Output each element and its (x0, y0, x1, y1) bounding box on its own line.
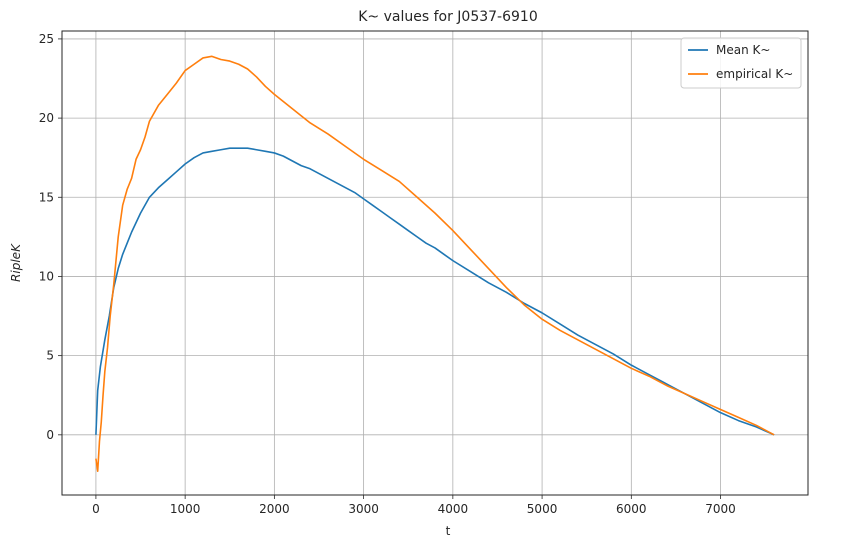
legend-label-empirical: empirical K~ (716, 67, 793, 81)
x-tick-label: 6000 (616, 502, 647, 516)
y-tick-label: 15 (39, 190, 54, 204)
legend-box (680, 37, 802, 89)
x-tick-label: 3000 (348, 502, 379, 516)
x-axis: 0 1000 2000 3000 4000 5000 6000 7000 (92, 495, 736, 516)
series-mean-line (95, 147, 775, 436)
legend-label-mean: Mean K~ (716, 43, 770, 57)
y-tick-label: 0 (46, 428, 54, 442)
y-tick-label: 5 (46, 349, 54, 363)
x-tick-label: 7000 (705, 502, 736, 516)
x-tick-label: 5000 (527, 502, 558, 516)
grid (62, 31, 808, 495)
plot-frame (61, 30, 809, 496)
x-axis-label: t (446, 524, 451, 538)
legend: Mean K~ empirical K~ (680, 37, 802, 89)
x-tick-label: 2000 (259, 502, 290, 516)
plot-area (95, 55, 775, 473)
y-tick-label: 20 (39, 111, 54, 125)
y-tick-label: 10 (39, 269, 54, 283)
y-tick-label: 25 (39, 32, 54, 46)
x-tick-label: 1000 (170, 502, 201, 516)
y-axis-label: RipleK (9, 243, 23, 282)
series-empirical-line (95, 55, 775, 473)
x-tick-label: 4000 (438, 502, 469, 516)
x-tick-label: 0 (92, 502, 100, 516)
y-axis: 0 5 10 15 20 25 (39, 32, 62, 442)
chart-title: K~ values for J0537-6910 (358, 9, 537, 25)
